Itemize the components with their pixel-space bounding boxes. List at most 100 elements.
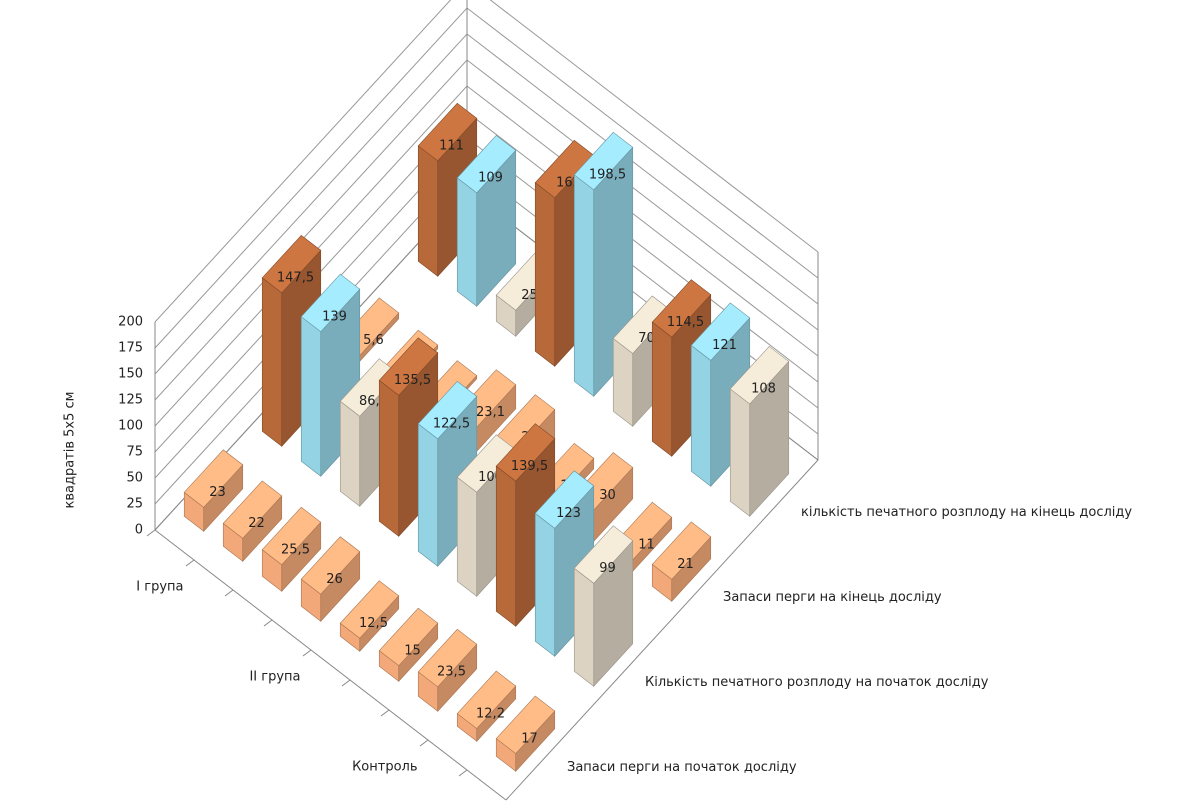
data-label: 139 [322,309,347,324]
axis-line [154,529,507,801]
bar [339,580,400,653]
bar [495,695,556,773]
x-tick-label: ІІ група [249,670,300,685]
bar [651,521,712,603]
grid-line [154,0,819,323]
bar-face [573,567,595,687]
x-tick [380,709,390,717]
bar-face [573,525,634,584]
data-label: 122,5 [433,417,470,432]
data-label: 111 [439,139,464,154]
bar-face [456,476,478,597]
data-label: 12,2 [476,706,505,721]
bar [417,628,478,713]
bar-face [300,536,361,595]
y-tick-label: 125 [118,393,143,408]
bar-face [261,277,283,447]
data-label: 99 [599,561,616,576]
bar-face [495,695,556,754]
data-label: 15 [404,643,421,658]
axis-line [505,459,819,801]
bar-face [690,344,712,487]
legend-label: Запаси перги на початок досліду [567,760,797,775]
y-tick-label: 0 [135,523,143,538]
data-label: 108 [751,382,776,397]
data-label: 11 [638,538,655,553]
bar-face [261,234,322,294]
bar-face [456,134,517,194]
bar-face [417,380,478,440]
data-label: 17 [521,731,538,746]
data-label: 23,5 [437,665,466,680]
data-label: 123 [556,506,581,521]
bar-face [495,465,517,627]
bar-face [690,302,751,361]
data-label: 12,5 [359,616,388,631]
bar-face [378,337,439,396]
data-label: 198,5 [589,168,626,183]
data-label: 139,5 [511,459,548,474]
x-tick [224,589,234,597]
bar-face [378,379,400,537]
data-label: 23 [209,485,226,500]
bar-face [651,321,673,457]
x-tick [146,529,156,537]
x-tick [185,559,195,567]
bar-face [651,279,712,338]
bar-face [222,480,283,539]
data-label: 70 [638,331,655,346]
bar-face [300,273,361,333]
data-label: 121 [712,338,737,353]
data-label: 5,6 [363,333,384,348]
bar-face [417,145,439,277]
bar-face [534,512,556,657]
y-tick-label: 50 [126,471,143,486]
x-tick-label: Контроль [352,760,417,775]
data-label: 25 [521,288,538,303]
bar-face [495,423,556,482]
legend-label: кількість печатного розплоду на кінець д… [801,505,1132,520]
y-tick-label: 25 [126,497,143,512]
bar [378,607,439,683]
x-tick [302,649,312,657]
bar-face [729,388,751,517]
bar [573,525,634,688]
legend-label: Кількість печатного розплоду на початок … [645,675,989,690]
bar-face [339,580,400,639]
data-label: 109 [478,171,503,186]
x-tick [341,679,351,687]
bar-face [417,423,439,567]
data-label: 147,5 [277,271,314,286]
data-label: 26 [326,572,343,587]
y-tick-label: 175 [118,341,143,356]
bar [456,670,517,743]
data-label: 135,5 [394,373,431,388]
y-tick-label: 100 [118,419,143,434]
bar-face [534,182,556,367]
bar-face [573,131,634,191]
bar-face [729,346,790,405]
legend-label: Запаси перги на кінець досліду [723,590,942,605]
bar-face [651,521,712,580]
bar-face [300,316,322,477]
data-label: 22 [248,516,265,531]
x-tick [263,619,273,627]
bar-face [261,506,322,566]
bar-face [456,177,478,307]
bar [183,449,244,533]
x-tick [419,739,429,747]
bar [300,536,361,623]
bar-face [378,607,439,667]
y-tick-label: 200 [118,315,143,330]
data-label: 114,5 [667,315,704,330]
y-tick-label: 150 [118,367,143,382]
bar-face [417,102,478,162]
bar-face [573,174,595,397]
bar-face [534,470,595,529]
data-label: 23,1 [476,405,505,420]
x-tick-label: І група [136,580,183,595]
bar-face [183,449,244,508]
bar [222,480,283,563]
data-label: 30 [599,488,616,503]
y-tick-label: 75 [126,445,143,460]
